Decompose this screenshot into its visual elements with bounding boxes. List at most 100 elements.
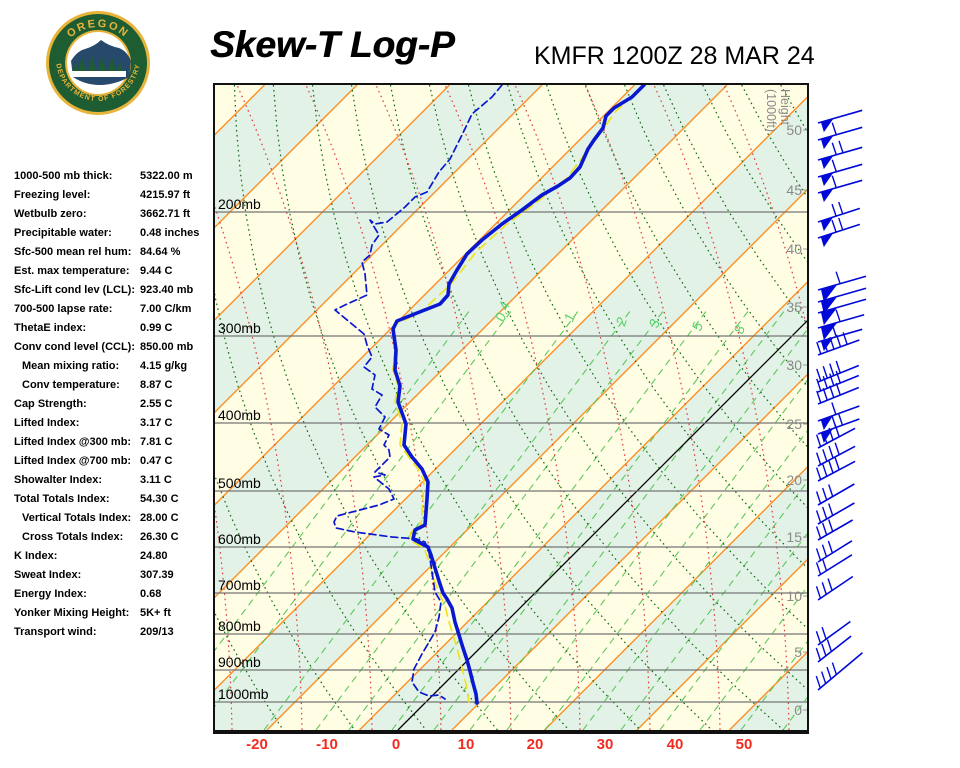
mixing-ratio-line <box>391 309 708 731</box>
wind-barb-tick <box>821 544 828 557</box>
mixing-ratio-line <box>263 309 580 731</box>
stat-value: 850.00 mb <box>140 341 194 353</box>
stat-value: 923.40 mb <box>140 284 194 296</box>
band-boundary-line <box>266 84 913 731</box>
wind-barb-tick <box>831 219 837 233</box>
stat-label: Sfc-500 mean rel hum: <box>14 246 132 258</box>
stat-value: 28.00 C <box>140 512 179 524</box>
wind-barb-tick <box>835 309 841 322</box>
stat-label: Yonker Mixing Height: <box>14 607 130 619</box>
stat-label: 1000-500 mb thick: <box>14 170 113 182</box>
wind-barb-staff <box>817 126 863 141</box>
wind-barb-tick <box>815 526 822 539</box>
station-datetime: KMFR 1200Z 28 MAR 24 <box>534 42 815 70</box>
stat-row: Lifted Index @300 mb: 7.81 C <box>14 433 214 452</box>
stat-label: Lifted Index @300 mb: <box>14 436 132 448</box>
stat-row: Cross Totals Index: 26.30 C <box>14 528 214 547</box>
wind-barb-tick <box>826 666 832 680</box>
wind-barb-tick <box>827 540 834 554</box>
height-label: 0 <box>794 702 802 718</box>
stat-value: 3.11 C <box>140 474 172 486</box>
wind-barb-tick <box>829 336 835 350</box>
height-axis-title: Height <box>778 89 792 126</box>
wind-barb-tick <box>815 548 822 561</box>
wind-barb-tick <box>821 558 828 571</box>
stat-value: 7.00 C/km <box>140 303 192 315</box>
wind-barb-tick <box>834 424 840 437</box>
wind-barb-staff <box>817 427 856 449</box>
wind-barb-column <box>815 109 867 691</box>
height-label: 30 <box>786 357 802 373</box>
parcel-trace-line <box>392 85 645 703</box>
dry-adiabat-line <box>389 84 784 731</box>
temp-axis-tick-label: 30 <box>596 736 614 753</box>
wind-barb-tick <box>815 647 822 661</box>
height-label: 20 <box>786 472 802 488</box>
height-label: 10 <box>786 588 802 604</box>
wind-barb-tick <box>822 431 828 444</box>
wind-barb-tick <box>821 506 828 520</box>
pressure-label: 500mb <box>218 475 261 491</box>
isotherm-band <box>267 85 960 730</box>
stat-value: 4.15 g/kg <box>140 360 188 372</box>
wind-barb-tick <box>821 626 827 640</box>
odf-logo: OREGON DEPARTMENT OF FORESTRY <box>46 11 150 115</box>
stat-value: 26.30 C <box>140 531 179 543</box>
wind-barb-staff <box>817 146 863 161</box>
stat-row: Total Totals Index: 54.30 C <box>14 490 214 509</box>
stat-label: Precipitable water: <box>14 227 112 239</box>
wind-barb-tick <box>826 639 833 652</box>
wind-barb-staff <box>817 207 861 223</box>
height-label: 5 <box>794 644 802 660</box>
mixing-ratio-line <box>348 309 665 731</box>
wind-barb-tick <box>816 378 822 392</box>
wind-barb-tick <box>835 334 842 348</box>
temp-axis-tick-label: 40 <box>666 736 684 753</box>
stat-value: 5K+ ft <box>140 607 171 619</box>
wind-barb-flag <box>820 284 838 303</box>
stat-value: 209/13 <box>140 626 174 638</box>
stat-row: Sweat Index: 307.39 <box>14 566 214 585</box>
mixing-ratio-line <box>740 437 960 731</box>
wind-barb-flag <box>820 296 838 315</box>
wind-barb-flag <box>820 217 834 232</box>
wind-barb-tick <box>822 388 828 401</box>
stat-label: ThetaE index: <box>14 322 87 334</box>
stat-label: K Index: <box>14 550 58 562</box>
wind-barb-tick <box>815 586 822 599</box>
wind-barb-tick <box>815 467 822 480</box>
stat-value: 0.47 C <box>140 455 173 467</box>
stat-row: Mean mixing ratio: 4.15 g/kg <box>14 357 214 376</box>
page-title: Skew-T Log-P <box>210 24 455 65</box>
wind-barb-staff <box>817 298 867 314</box>
wind-barb-tick <box>822 339 829 352</box>
stat-label: Conv temperature: <box>22 379 120 391</box>
stat-value: 4215.97 ft <box>140 189 191 201</box>
wind-barb-tick <box>821 487 828 501</box>
stat-value: 24.80 <box>140 550 168 562</box>
height-label: 35 <box>786 299 802 315</box>
mixing-ratio-line <box>699 382 960 731</box>
wind-barb-tick <box>820 671 827 684</box>
wind-barb-tick <box>834 457 840 470</box>
isotherm-band <box>82 85 820 730</box>
wind-barb-tick <box>838 201 844 215</box>
skewt-plot-area: 200mb 300mb 400mb 500mb 600mb 700mb 800mb 900mb… <box>0 83 960 734</box>
wind-barb-tick <box>835 382 841 396</box>
temp-axis-tick-label: -10 <box>316 736 338 753</box>
wind-barb-tick <box>831 142 837 155</box>
wind-barb-tick <box>834 442 840 455</box>
wind-barb-tick <box>835 370 841 384</box>
stat-row: Conv temperature: 8.87 C <box>14 376 214 395</box>
stat-row: 1000-500 mb thick: 5322.00 m <box>14 167 214 186</box>
mixing-ratio-line <box>506 309 823 731</box>
stat-row: Conv cond level (CCL): 850.00 mb <box>14 338 214 357</box>
wind-barb-tick <box>835 271 841 284</box>
wind-barb-tick <box>828 484 834 497</box>
wind-barb-tick <box>821 643 827 657</box>
wind-barb-tick <box>831 175 837 188</box>
pressure-label: 600mb <box>218 531 261 547</box>
wind-barb-tick <box>828 519 834 532</box>
wind-barb-tick <box>816 390 822 404</box>
stat-label: Sfc-Lift cond lev (LCL): <box>14 284 135 296</box>
